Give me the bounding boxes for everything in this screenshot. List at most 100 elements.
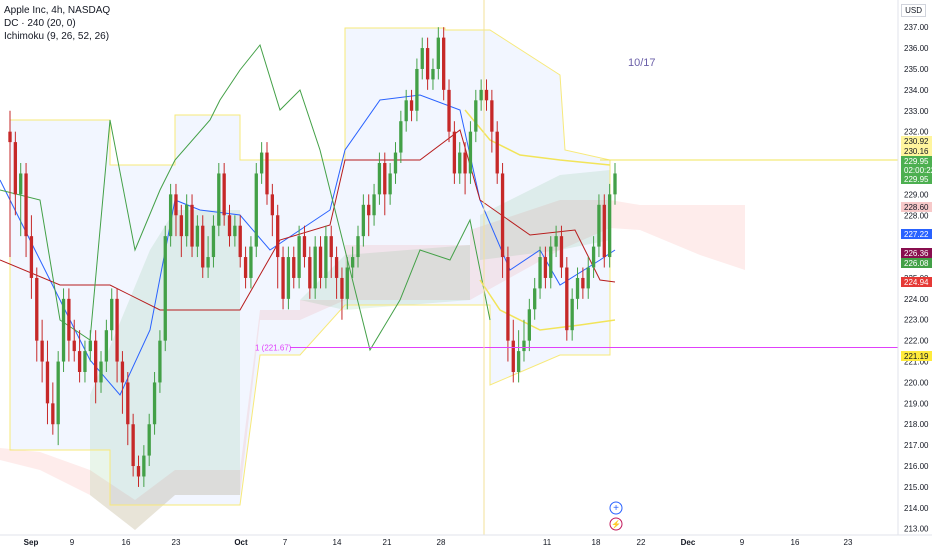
candle-body xyxy=(367,204,371,216)
candle-body xyxy=(522,340,526,352)
candle-body xyxy=(458,152,462,174)
candle-body xyxy=(179,215,183,237)
candle-body xyxy=(243,257,248,278)
time-tick-label: Oct xyxy=(234,538,248,547)
candle-body xyxy=(227,215,232,237)
candle-body xyxy=(409,100,414,111)
candle-body xyxy=(565,267,569,331)
kijun-line xyxy=(0,129,616,311)
candle-body xyxy=(463,152,467,174)
price-tick-label: 220.00 xyxy=(904,378,929,387)
candle-body xyxy=(152,382,157,425)
candle-body xyxy=(388,173,392,195)
ichimoku-lines xyxy=(0,43,616,396)
price-tick-label: 214.00 xyxy=(904,504,929,513)
candle-body xyxy=(356,236,360,258)
candle-body xyxy=(436,37,440,69)
time-tick-label: 9 xyxy=(740,538,745,547)
candle-body xyxy=(431,68,435,80)
candle-body xyxy=(554,236,558,247)
price-tick-label: 223.00 xyxy=(904,316,929,325)
price-tick-label: 219.00 xyxy=(904,399,929,408)
time-tick-label: 9 xyxy=(70,538,75,547)
indicator-donchian[interactable]: DC · 240 (20, 0) xyxy=(4,18,76,29)
flash-button[interactable]: ⚡ xyxy=(609,517,623,531)
price-tag-label: 228.60 xyxy=(904,203,929,212)
candle-body xyxy=(19,173,23,195)
candle-body xyxy=(276,215,280,258)
candle-body xyxy=(13,142,18,195)
candle-body xyxy=(586,267,590,289)
price-axis[interactable]: 213.00 214.00 215.00 216.00 217.00 218.00 219.… xyxy=(897,0,932,550)
candle-body xyxy=(265,152,269,195)
price-tag-bg xyxy=(901,202,932,212)
price-tick-label: 237.00 xyxy=(904,23,929,32)
time-tick-label: 14 xyxy=(333,538,342,547)
price-tick-label: 222.00 xyxy=(904,337,929,346)
symbol-title[interactable]: Apple Inc, 4h, NASDAQ xyxy=(4,5,111,16)
candle-body xyxy=(549,246,553,278)
candle-body xyxy=(254,173,258,247)
time-axis[interactable]: Sep 9 16 23 Oct 7 14 21 28 11 18 22 Dec 9 16 23 xyxy=(0,534,932,550)
price-tag-label: 226.36 xyxy=(904,249,929,258)
indicator-ichimoku[interactable]: Ichimoku (9, 26, 52, 26) xyxy=(4,31,110,42)
candle-body xyxy=(45,361,50,404)
cloud-green xyxy=(90,210,240,530)
time-tick-label: 23 xyxy=(172,538,181,547)
candle-body xyxy=(602,204,606,258)
candle-body xyxy=(302,236,307,258)
price-tick-label: 232.00 xyxy=(904,128,929,137)
candle-body xyxy=(318,246,323,278)
candle-body xyxy=(538,257,542,289)
candle-body xyxy=(158,340,162,383)
candle-body xyxy=(308,257,312,289)
price-tag-bg xyxy=(901,248,932,258)
candle-body xyxy=(383,163,387,195)
candle-body xyxy=(94,340,98,383)
price-tag-label: 221.19 xyxy=(904,352,929,361)
candle-body xyxy=(468,131,473,174)
currency-button[interactable]: USD xyxy=(901,4,926,17)
price-tick-label: 224.00 xyxy=(904,295,929,304)
candle-body xyxy=(591,246,596,268)
horizontal-levels: 1 (221.67) xyxy=(255,159,898,353)
candle-body xyxy=(484,89,489,101)
candle-body xyxy=(543,257,548,278)
candle-body xyxy=(340,277,344,299)
price-tick-label: 217.00 xyxy=(904,441,929,450)
price-tick-label: 213.00 xyxy=(904,525,929,534)
price-tag-bg xyxy=(901,165,932,175)
price-tag-label: 226.08 xyxy=(904,259,929,268)
price-tag-bg xyxy=(901,146,932,156)
candle-body xyxy=(51,403,55,425)
candle-body xyxy=(495,131,499,174)
candle-body xyxy=(136,466,141,477)
price-tick-label: 235.00 xyxy=(904,65,929,74)
candle-body xyxy=(533,288,537,310)
price-tag-label: 229.95 xyxy=(904,157,929,166)
add-alert-button[interactable]: + xyxy=(609,501,623,515)
price-axis-bg xyxy=(898,0,932,550)
time-tick-label: 28 xyxy=(437,538,446,547)
candle-body xyxy=(110,298,114,331)
candle-body xyxy=(185,204,189,237)
candle-body xyxy=(361,204,366,237)
candle-body xyxy=(88,340,92,352)
candle-body xyxy=(270,194,275,216)
candle-body xyxy=(442,37,446,90)
tenkan-line xyxy=(0,94,616,396)
candle-body xyxy=(147,424,151,456)
price-tag-label: 230.16 xyxy=(904,147,929,156)
candle-body xyxy=(281,257,285,299)
price-tick-label: 236.00 xyxy=(904,44,929,53)
candle-body xyxy=(126,382,130,425)
candle-body xyxy=(77,351,82,372)
price-tag-bg xyxy=(901,229,932,239)
date-annotation: 10/17 xyxy=(628,57,656,69)
time-tick-label: 7 xyxy=(283,538,288,547)
candle-body xyxy=(506,257,510,341)
candle-body xyxy=(372,194,376,216)
price-tag-bg xyxy=(901,351,932,361)
candle-body xyxy=(345,267,349,299)
